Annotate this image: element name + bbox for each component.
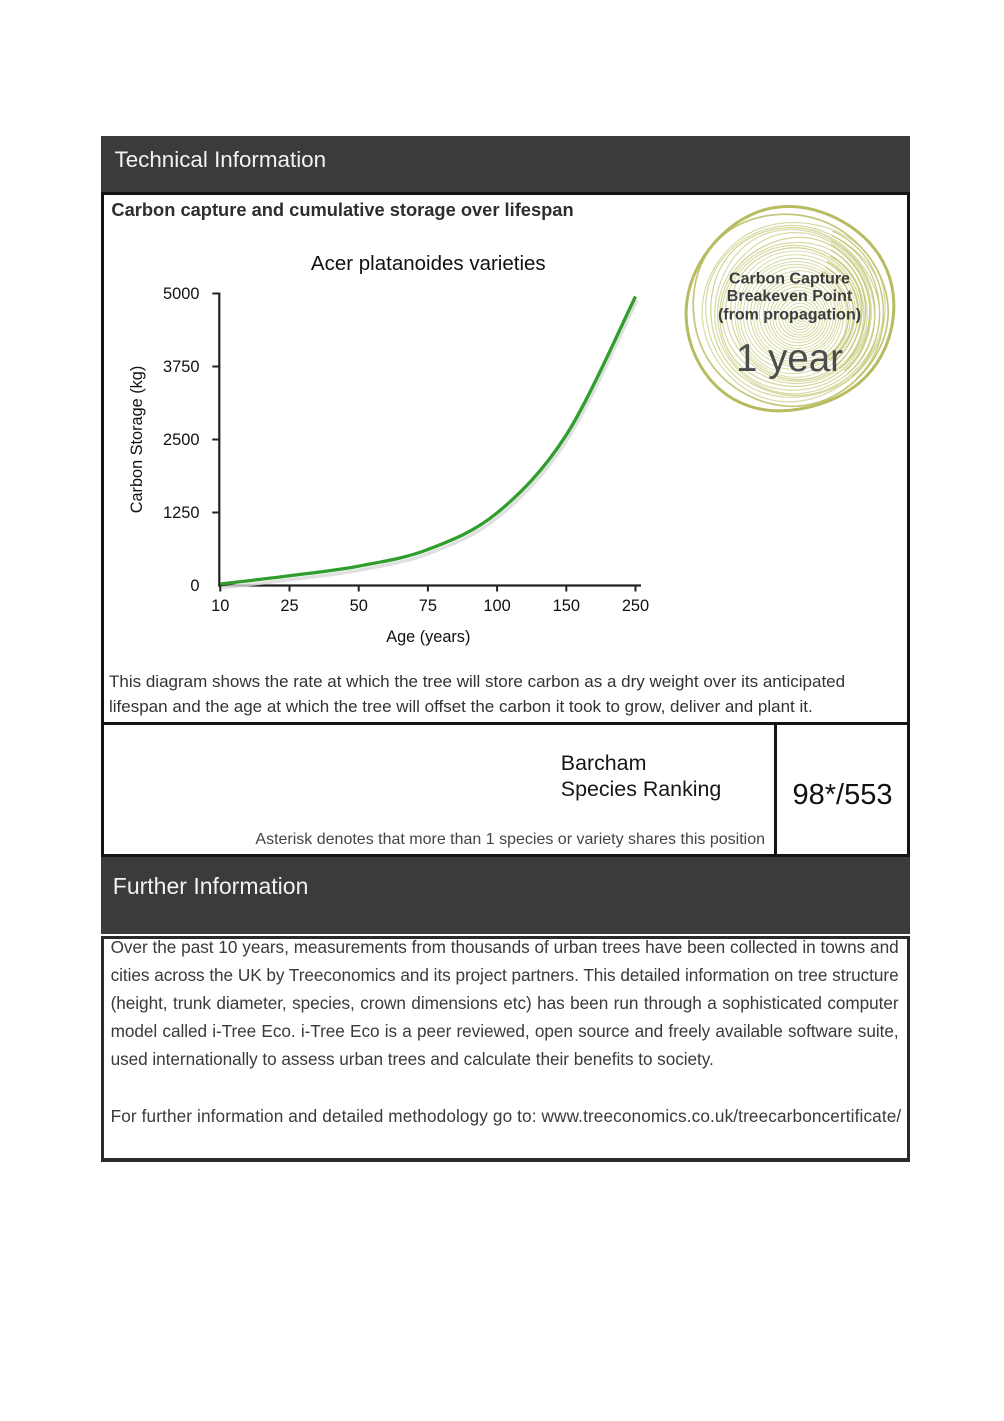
svg-text:Acer platanoides varieties: Acer platanoides varieties (311, 252, 546, 275)
svg-text:10: 10 (211, 597, 229, 615)
svg-text:50: 50 (350, 597, 368, 615)
svg-text:Carbon Storage (kg): Carbon Storage (kg) (128, 366, 146, 514)
svg-text:100: 100 (483, 597, 510, 615)
svg-text:75: 75 (419, 597, 437, 615)
svg-text:5000: 5000 (163, 285, 199, 303)
svg-text:2500: 2500 (163, 431, 199, 449)
svg-text:250: 250 (622, 597, 649, 615)
svg-text:Breakeven Point: Breakeven Point (727, 288, 853, 305)
svg-text:1250: 1250 (163, 504, 199, 522)
svg-text:1 year: 1 year (736, 337, 843, 380)
svg-text:Carbon Capture: Carbon Capture (729, 271, 850, 288)
svg-text:Age (years): Age (years) (386, 628, 470, 646)
svg-text:0: 0 (190, 577, 199, 595)
svg-text:3750: 3750 (163, 358, 199, 376)
svg-text:25: 25 (280, 597, 298, 615)
svg-text:(from propagation): (from propagation) (718, 307, 861, 324)
svg-text:150: 150 (553, 597, 580, 615)
